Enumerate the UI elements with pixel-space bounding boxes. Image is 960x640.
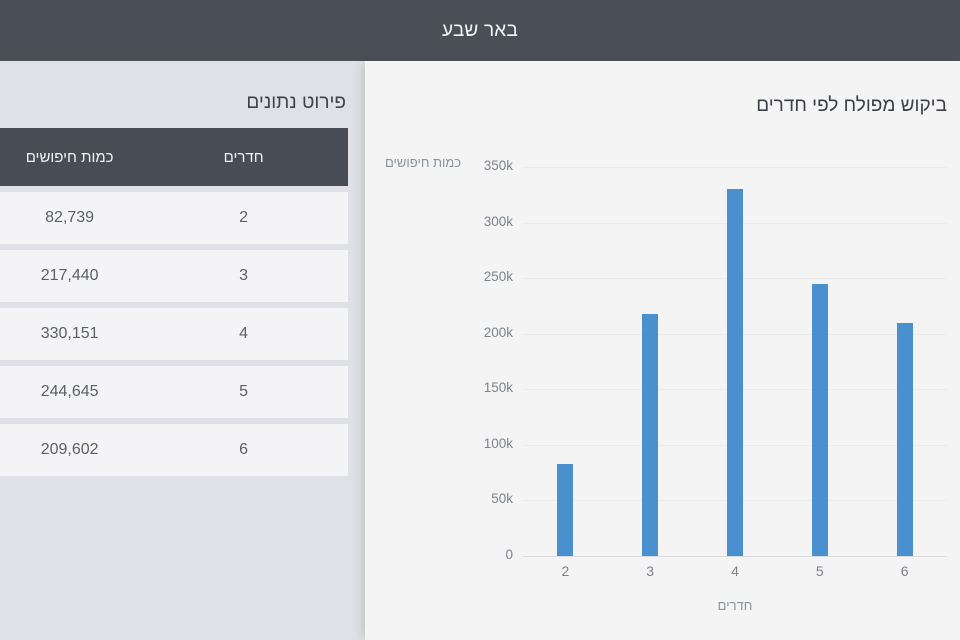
table-row: 3 217,440 — [0, 250, 348, 302]
gridline — [523, 167, 947, 168]
y-tick-label: 250k — [483, 269, 513, 285]
searches-cell: 82,739 — [45, 209, 95, 226]
x-axis-line — [523, 556, 947, 557]
bar-2-rooms[interactable] — [557, 464, 574, 556]
bar-3-rooms[interactable] — [642, 314, 659, 556]
app-header: באר שבע — [0, 0, 960, 61]
y-tick-label: 150k — [483, 380, 513, 396]
searches-cell: 244,645 — [40, 383, 99, 400]
data-detail-panel: פירוט נתונים חדרים כמות חיפושים 2 82,739 3… — [0, 61, 363, 640]
table-body: 2 82,739 3 217,440 4 330,151 5 244,645 6 209,602 — [0, 192, 348, 476]
x-tick-label: 4 — [731, 563, 739, 579]
table-row: 6 209,602 — [0, 424, 348, 476]
rooms-cell: 3 — [239, 267, 249, 284]
chart-title: ביקוש מפולח לפי חדרים — [756, 95, 947, 116]
table-header-row: חדרים כמות חיפושים — [0, 128, 348, 186]
bar-chart-plot — [523, 167, 947, 557]
table-row: 5 244,645 — [0, 366, 348, 418]
x-tick-label: 3 — [646, 563, 655, 579]
panel-title: פירוט נתונים — [246, 92, 346, 113]
data-table: חדרים כמות חיפושים 2 82,739 3 217,440 4 330,1… — [0, 128, 348, 476]
y-tick-label: 300k — [483, 213, 513, 229]
searches-cell: 209,602 — [40, 441, 99, 458]
page-title: באר שבע — [441, 19, 519, 41]
y-tick-label: 350k — [483, 158, 513, 173]
x-tick-label: 2 — [561, 563, 570, 579]
searches-cell: 217,440 — [40, 267, 99, 284]
y-tick-label: 50k — [491, 491, 513, 507]
rooms-cell: 5 — [239, 383, 249, 400]
rooms-column-header: חדרים — [223, 148, 264, 166]
x-tick-label: 6 — [900, 563, 909, 579]
searches-cell: 330,151 — [40, 325, 99, 342]
table-row: 2 82,739 — [0, 192, 348, 244]
bar-5-rooms[interactable] — [811, 284, 828, 556]
y-tick-label: 200k — [483, 324, 513, 340]
x-axis-title: חדרים — [717, 598, 753, 613]
y-axis-title: כמות חיפושים — [385, 155, 462, 170]
x-tick-label: 5 — [815, 563, 824, 579]
y-tick-label: 100k — [483, 435, 513, 451]
rooms-cell: 6 — [239, 441, 249, 458]
rooms-cell: 2 — [239, 209, 249, 226]
rooms-cell: 4 — [239, 325, 249, 342]
bar-chart-panel: ביקוש מפולח לפי חדרים כמות חיפושים 0 50k 1… — [365, 61, 960, 640]
bar-6-rooms[interactable] — [896, 323, 913, 556]
searches-column-header: כמות חיפושים — [25, 148, 114, 166]
table-row: 4 330,151 — [0, 308, 348, 360]
y-tick-label: 0 — [505, 547, 513, 562]
bar-4-rooms[interactable] — [727, 189, 743, 556]
